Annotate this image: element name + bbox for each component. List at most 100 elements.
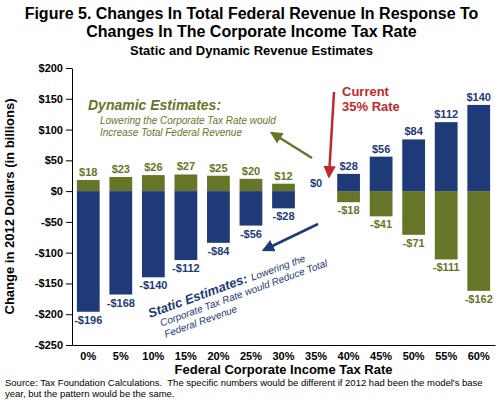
tick-label: 60% (468, 350, 490, 362)
y-axis: -$250 -$200 -$150 -$100 -$50 $0 $50 $100 $150 $20… (35, 62, 73, 351)
annotation-header: Dynamic Estimates: (88, 97, 221, 113)
dynamic-annotation: Dynamic Estimates: Lowering the Corporate… (88, 97, 312, 158)
tick-label: $200 (39, 62, 63, 74)
tick-mark (66, 345, 72, 346)
tick: 25% (240, 345, 262, 362)
bar (77, 180, 100, 191)
text-line: Source: Tax Foundation Calculations. The… (5, 377, 483, 388)
tick-mark (66, 130, 72, 131)
bar (109, 177, 132, 191)
annotation-text: Corporate Tax Rate would Reduce Total (159, 257, 330, 328)
tick-mark (66, 314, 72, 315)
tick: $200 (39, 62, 72, 74)
tick-mark (66, 283, 72, 284)
data-label: $112 (434, 108, 458, 120)
bar (435, 122, 458, 191)
tick-label: 40% (338, 350, 360, 362)
bar (142, 191, 165, 277)
data-label: $18 (79, 166, 97, 178)
current-rate-annotation: Current35% Rate (329, 84, 400, 176)
data-label: $0 (310, 177, 322, 189)
bar (467, 191, 490, 291)
tick-mark (66, 68, 72, 69)
bar (337, 174, 360, 191)
chart: Figure 5. Changes In Total Federal Reven… (0, 0, 503, 400)
bar (240, 191, 263, 225)
tick-label: 15% (175, 350, 197, 362)
tick: $0 (51, 185, 72, 197)
data-label: $28 (339, 160, 357, 172)
annotation-text: 35% Rate (342, 99, 400, 114)
tick-label: -$50 (41, 216, 63, 228)
tick-label: 0% (80, 350, 96, 362)
data-label: -$168 (107, 297, 135, 309)
bar (305, 191, 328, 192)
axis-line (72, 69, 73, 346)
tick-label: -$200 (35, 308, 63, 320)
tick: -$150 (35, 277, 72, 289)
data-label: -$112 (172, 262, 200, 274)
tick-label: $50 (45, 154, 63, 166)
tick: 45% (370, 345, 392, 362)
tick-label: -$250 (35, 339, 63, 351)
tick: 15% (175, 345, 197, 362)
tick-label: 45% (370, 350, 392, 362)
data-label: -$111 (433, 261, 460, 273)
tick-mark (66, 99, 72, 100)
tick: 30% (272, 345, 294, 362)
tick-label: 10% (142, 350, 164, 362)
annotation-text: Current (342, 84, 390, 99)
bar (207, 191, 230, 243)
tick: 0% (80, 345, 96, 362)
bar (337, 191, 360, 202)
tick: -$100 (35, 247, 72, 259)
tick-label: 35% (305, 350, 327, 362)
subtitle: Static and Dynamic Revenue Estimates (130, 43, 373, 58)
data-labels: $18$23$26$27$25$20$12-$18-$41-$71-$111-$… (74, 91, 493, 326)
data-label: -$56 (240, 228, 262, 240)
data-label: -$71 (403, 237, 425, 249)
annotation-text: Lowering the Corporate Tax Rate would (100, 115, 276, 126)
tick-label: -$100 (35, 247, 63, 259)
bar (370, 157, 393, 191)
tick-label: $150 (39, 93, 63, 105)
tick-mark (66, 222, 72, 223)
data-label: $20 (242, 165, 260, 177)
tick: $100 (39, 124, 72, 136)
data-label: $27 (177, 160, 195, 172)
tick-label: -$150 (35, 277, 63, 289)
tick: -$50 (41, 216, 72, 228)
bar (207, 176, 230, 191)
data-label: $25 (209, 162, 227, 174)
bar (77, 191, 100, 312)
bar (272, 191, 295, 208)
x-axis: 0% 5% 10% 15% 20% 25% 30% 35% 40% 45% 50% 55% 60% (73, 345, 496, 362)
tick: 50% (403, 345, 425, 362)
bar (402, 191, 425, 235)
data-label: $84 (404, 125, 423, 137)
data-label: $140 (466, 91, 490, 103)
bar (467, 105, 490, 191)
tick: 20% (207, 345, 229, 362)
tick: 5% (113, 345, 129, 362)
arrow (329, 92, 334, 176)
bar (174, 191, 197, 260)
tick: $150 (39, 93, 72, 105)
bar (109, 191, 132, 294)
bar (272, 184, 295, 191)
tick: 55% (435, 345, 457, 362)
x-axis-title: Federal Corporate Income Tax Rate (175, 362, 393, 377)
tick: 10% (142, 345, 164, 362)
arrow (272, 133, 312, 158)
tick: -$250 (35, 339, 72, 351)
text-line: Figure 5. Changes In Total Federal Reven… (25, 5, 479, 22)
tick-label: 55% (435, 350, 457, 362)
tick-mark (66, 191, 72, 192)
data-label: -$18 (338, 204, 360, 216)
bar (142, 175, 165, 191)
data-label: $12 (274, 170, 292, 182)
arrow (264, 224, 318, 250)
tick: 35% (305, 345, 327, 362)
tick-label: $0 (51, 185, 63, 197)
text-line: year, but the pattern would be the same. (5, 388, 175, 399)
